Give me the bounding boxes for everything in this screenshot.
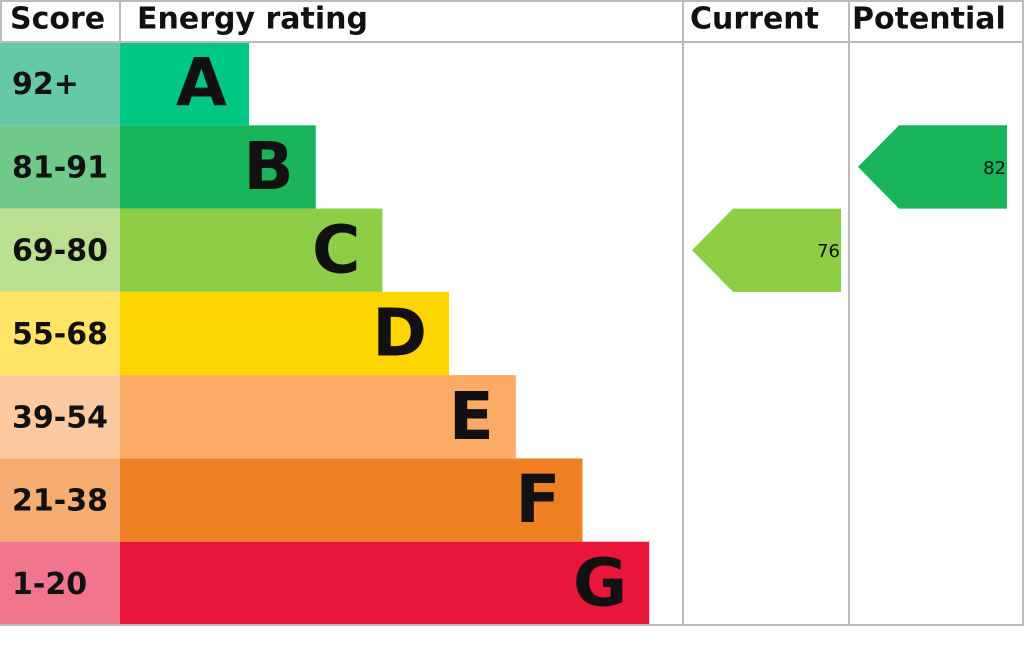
rating-letter: B <box>243 128 293 205</box>
score-cell <box>0 42 120 126</box>
rating-bar <box>120 541 650 625</box>
score-range: 81-91 <box>12 150 108 185</box>
rating-bar <box>120 458 583 542</box>
rating-letter: D <box>372 295 427 372</box>
rating-bar <box>120 42 249 126</box>
header-current: Current <box>690 2 819 37</box>
score-cell <box>0 458 120 542</box>
header-score: Score <box>10 2 105 37</box>
rating-letter: E <box>449 378 494 455</box>
rating-letter: C <box>312 211 360 288</box>
score-cell <box>0 208 120 292</box>
score-range: 21-38 <box>12 484 108 519</box>
rating-bar <box>120 208 383 292</box>
score-cell <box>0 541 120 625</box>
potential-arrow <box>858 125 1007 209</box>
rating-letter: F <box>515 461 560 538</box>
rating-letter: A <box>176 45 227 122</box>
score-range: 39-54 <box>12 400 108 435</box>
rating-bar <box>120 375 516 459</box>
header-potential: Potential <box>852 2 1006 37</box>
rating-bar <box>120 291 450 376</box>
score-range: 69-80 <box>12 234 108 269</box>
header-rating: Energy rating <box>137 2 368 37</box>
score-cell <box>0 375 120 459</box>
score-cell <box>0 291 120 376</box>
current-value: 76 <box>817 241 840 262</box>
current-arrow <box>692 208 841 292</box>
score-range: 1-20 <box>12 567 87 602</box>
score-cell <box>0 125 120 209</box>
bands: 92+ A 81-91 B 69-80 C 55-68 D 39-54 E 21-38 F 1-20 G <box>0 42 650 625</box>
rating-bar <box>120 125 316 209</box>
rating-letter: G <box>573 544 627 621</box>
score-range: 92+ <box>12 67 79 102</box>
score-range: 55-68 <box>12 317 108 352</box>
potential-value: 82 <box>983 158 1006 179</box>
